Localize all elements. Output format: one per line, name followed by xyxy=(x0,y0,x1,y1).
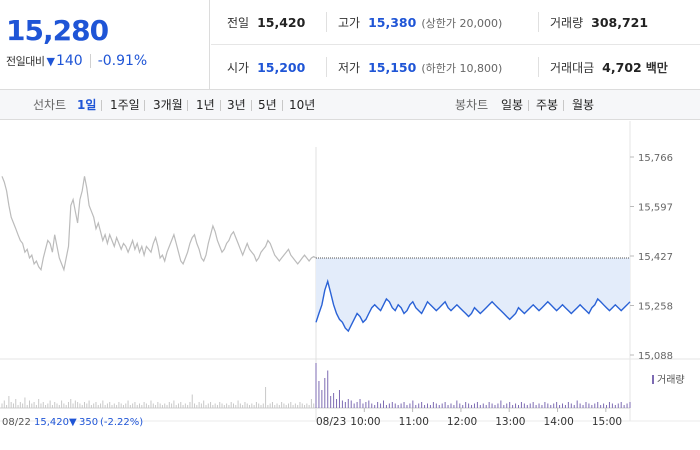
y-axis: 15,766 15,597 15,427 15,258 15,088 xyxy=(630,153,673,362)
price-chart-svg: 15,766 15,597 15,427 15,258 15,088 10:00 11:0… xyxy=(0,121,700,428)
stats-row-1: 전일 15,420 고가 15,380 (상한가 20,000) 거래량 308… xyxy=(211,0,700,45)
price-change-row: 전일대비 ▼ 140 -0.91% xyxy=(6,53,147,69)
stat-label: 시가 xyxy=(227,61,250,75)
stat-label: 전일 xyxy=(227,16,250,30)
upper-limit-label: 상한가 xyxy=(425,16,457,30)
stat-value: 308,721 xyxy=(591,15,649,30)
volume-legend: 거래량 xyxy=(657,374,685,386)
volume-legend-swatch xyxy=(652,375,654,384)
prev-day-change: 350 xyxy=(79,417,98,428)
x-tick-label: 15:00 xyxy=(592,416,622,428)
period-10y-tab[interactable]: 10년 xyxy=(289,98,316,112)
candle-chart-label: 봉차트 xyxy=(455,98,489,112)
stock-summary-header: 15,280 전일대비 ▼ 140 -0.91% 전일 15,420 고가 15… xyxy=(0,0,700,90)
divider xyxy=(326,12,327,32)
today-date: 08/23 xyxy=(316,416,346,428)
x-axis: 10:00 11:00 12:00 13:00 14:00 15:00 xyxy=(350,408,622,428)
x-tick-label: 12:00 xyxy=(447,416,477,428)
y-tick-label: 15,766 xyxy=(638,153,673,164)
prev-day-date: 08/22 xyxy=(2,417,31,428)
candle-daily-tab[interactable]: 일봉 xyxy=(501,98,524,112)
divider xyxy=(220,100,221,111)
stat-label: 고가 xyxy=(338,16,361,30)
prev-day-close: 15,420 xyxy=(34,417,69,428)
stats-grid: 전일 15,420 고가 15,380 (상한가 20,000) 거래량 308… xyxy=(211,0,700,90)
stat-label: 저가 xyxy=(338,61,361,75)
y-tick-label: 15,088 xyxy=(638,351,673,362)
period-1w-tab[interactable]: 1주일 xyxy=(110,98,140,112)
y-tick-label: 15,258 xyxy=(638,302,673,313)
stat-label: 거래량 xyxy=(550,16,584,30)
change-label: 전일대비 xyxy=(6,55,45,68)
stat-volume: 거래량 308,721 xyxy=(550,0,648,45)
upper-limit: (상한가 20,000) xyxy=(421,16,503,30)
y-tick-label: 15,597 xyxy=(638,203,673,214)
candle-monthly-tab[interactable]: 월봉 xyxy=(572,98,595,112)
x-tick-label: 11:00 xyxy=(399,416,429,428)
stat-prev-close: 전일 15,420 xyxy=(227,0,305,45)
lower-limit: (하한가 10,800) xyxy=(421,61,503,75)
x-tick-label: 14:00 xyxy=(544,416,574,428)
divider xyxy=(563,100,564,111)
line-chart-label: 선차트 xyxy=(33,98,67,112)
lower-limit-value: 10,800 xyxy=(459,61,499,75)
period-3m-tab[interactable]: 3개월 xyxy=(153,98,183,112)
stat-value: 15,200 xyxy=(257,60,306,75)
stat-unit: 백만 xyxy=(645,61,668,75)
divider xyxy=(528,100,529,111)
period-1d-tab[interactable]: 1일 xyxy=(77,98,97,112)
volume-bars xyxy=(1,363,631,408)
y-tick-label: 15,427 xyxy=(638,252,673,263)
divider xyxy=(187,100,188,111)
divider xyxy=(89,54,91,68)
today-price-line xyxy=(315,278,631,333)
current-price-box: 15,280 전일대비 ▼ 140 -0.91% xyxy=(0,0,210,90)
divider xyxy=(538,12,539,32)
divider xyxy=(251,100,252,111)
stat-value: 15,380 xyxy=(368,15,417,30)
stats-row-2: 시가 15,200 저가 15,150 (하한가 10,800) 거래대금 4,… xyxy=(211,45,700,90)
lower-limit-label: 하한가 xyxy=(425,61,457,75)
divider xyxy=(144,100,145,111)
prev-day-down-arrow-icon: ▼ xyxy=(69,417,77,428)
prev-day-change-percent: (-2.22%) xyxy=(100,417,143,428)
divider xyxy=(101,100,102,111)
period-3y-tab[interactable]: 3년 xyxy=(227,98,246,112)
candle-weekly-tab[interactable]: 주봉 xyxy=(536,98,559,112)
price-chart[interactable]: 15,766 15,597 15,427 15,258 15,088 10:00 11:0… xyxy=(0,121,700,450)
divider xyxy=(538,57,539,77)
period-1y-tab[interactable]: 1년 xyxy=(196,98,215,112)
stat-value: 15,150 xyxy=(368,60,417,75)
x-tick-label: 13:00 xyxy=(495,416,525,428)
change-amount: 140 xyxy=(55,53,83,69)
prev-day-price-line xyxy=(1,176,317,272)
period-5y-tab[interactable]: 5년 xyxy=(258,98,277,112)
stat-label: 거래대금 xyxy=(550,61,595,75)
stat-open: 시가 15,200 xyxy=(227,45,305,90)
stat-low: 저가 15,150 (하한가 10,800) xyxy=(338,45,502,90)
divider xyxy=(282,100,283,111)
down-arrow-icon: ▼ xyxy=(46,54,55,68)
divider xyxy=(326,57,327,77)
x-tick-label: 10:00 xyxy=(350,416,380,428)
stat-value: 15,420 xyxy=(257,15,306,30)
today-range-fill xyxy=(316,258,630,332)
stat-high: 고가 15,380 (상한가 20,000) xyxy=(338,0,502,45)
chart-toolbar: 선차트 1일 1주일 3개월 1년 3년 5년 10년 봉차트 일봉 주봉 월봉 xyxy=(0,90,700,120)
change-percent: -0.91% xyxy=(97,53,148,69)
stat-trade-value: 거래대금 4,702 백만 xyxy=(550,45,668,90)
upper-limit-value: 20,000 xyxy=(459,16,499,30)
current-price: 15,280 xyxy=(6,14,109,47)
stat-value: 4,702 xyxy=(602,60,642,75)
